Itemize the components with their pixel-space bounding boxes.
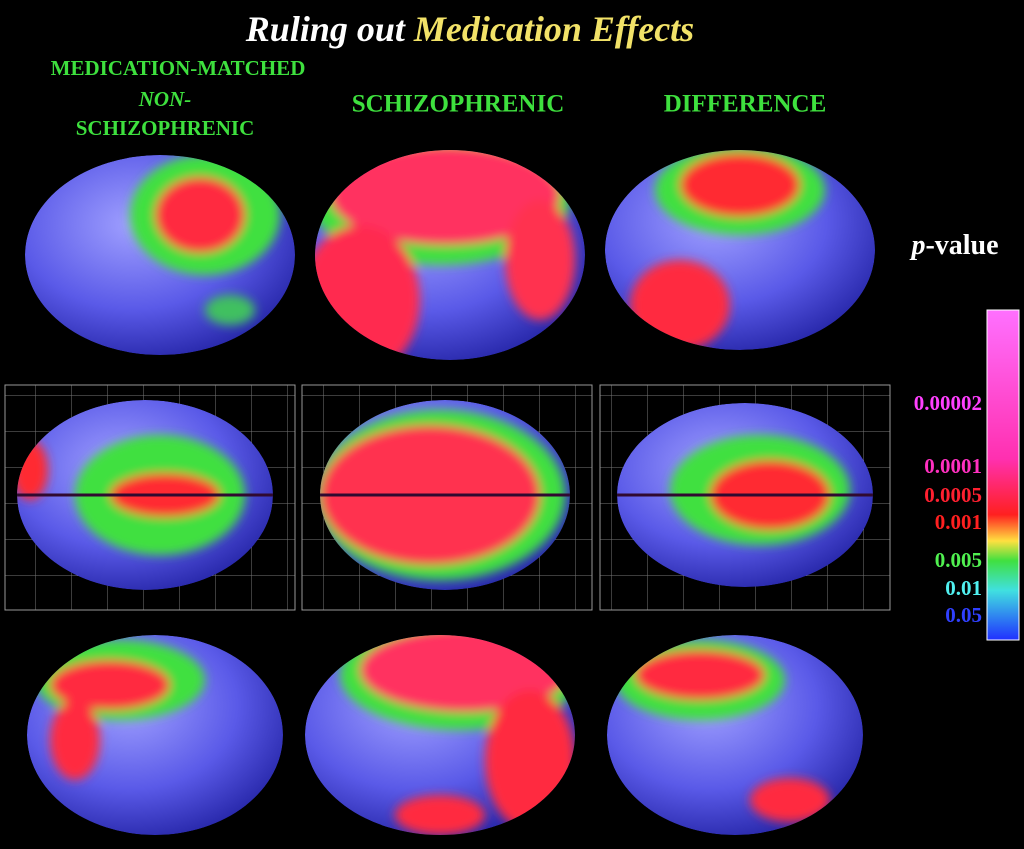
activation xyxy=(615,640,830,822)
blob xyxy=(630,260,730,350)
legend-title: p-value xyxy=(909,230,998,261)
legend-label: 0.00002 xyxy=(914,391,982,415)
blob xyxy=(50,700,100,780)
brain xyxy=(25,155,295,355)
blob xyxy=(680,153,800,217)
brain xyxy=(617,403,873,587)
brain xyxy=(27,635,283,835)
legend-label: 0.01 xyxy=(945,576,982,600)
title-part: Medication Effects xyxy=(413,9,694,49)
legend-label: 0.005 xyxy=(935,548,982,572)
brain xyxy=(320,400,570,590)
title: Ruling out Medication Effects xyxy=(245,9,694,49)
column-label: MEDICATION-MATCHED xyxy=(51,56,306,80)
brain xyxy=(17,400,273,590)
legend-label: 0.001 xyxy=(935,510,982,534)
blob xyxy=(395,795,485,835)
activation xyxy=(130,155,280,325)
brain xyxy=(607,635,863,835)
blob xyxy=(635,650,765,700)
activation xyxy=(35,640,205,780)
blob xyxy=(205,295,255,325)
column-label: DIFFERENCE xyxy=(664,91,827,118)
blob xyxy=(155,177,245,253)
legend-label: 0.0005 xyxy=(924,483,982,507)
blob xyxy=(330,150,560,245)
legend-label: 0.0001 xyxy=(924,454,982,478)
blob xyxy=(505,200,575,320)
legend-title-part: -value xyxy=(925,230,998,261)
column-label: NON- xyxy=(138,87,192,111)
column-label: SCHIZOPHRENIC xyxy=(76,116,255,140)
color-bar xyxy=(986,309,1020,641)
legend-labels: 0.00002 0.0001 0.0005 0.001 0.005 0.01 0.05 xyxy=(914,391,982,627)
title-part: Ruling out xyxy=(245,9,406,49)
legend-label: 0.05 xyxy=(945,603,982,627)
legend-title-part: p xyxy=(909,230,925,261)
brain xyxy=(605,150,875,350)
blob xyxy=(50,660,170,710)
blob xyxy=(750,778,830,822)
activation xyxy=(670,435,850,545)
column-label: SCHIZOPHRENIC xyxy=(352,91,565,118)
activation xyxy=(630,150,825,350)
